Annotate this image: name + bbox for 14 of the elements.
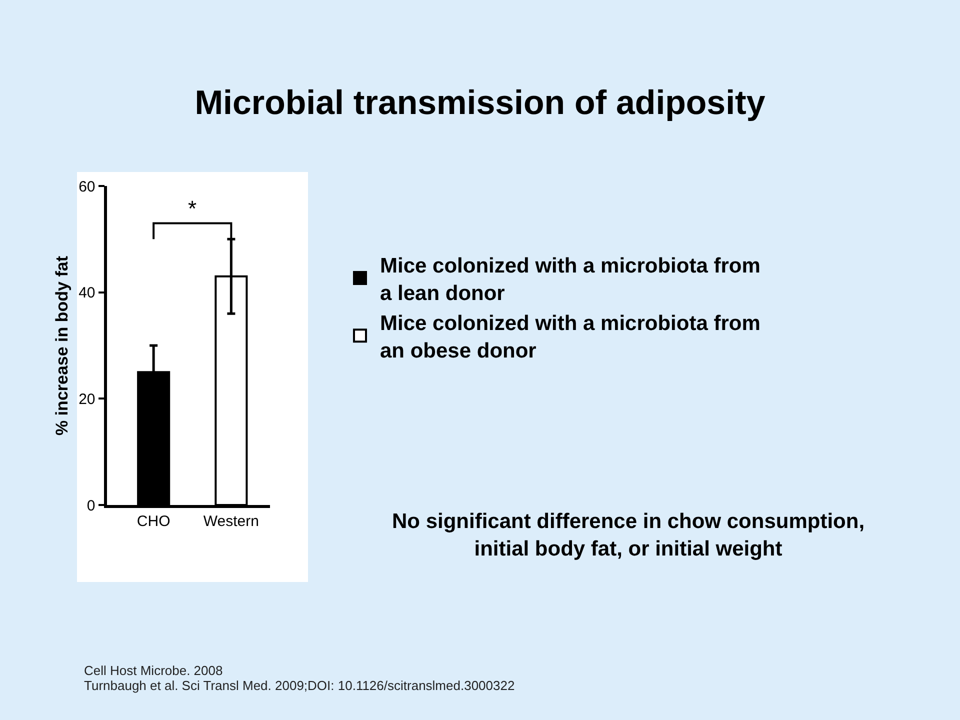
- legend-label: Mice colonized with a microbiota from an obese donor: [380, 312, 760, 362]
- y-tick-label: 20: [78, 390, 96, 408]
- annotation: *: [188, 196, 197, 221]
- y-axis-title: % increase in body fat: [52, 256, 72, 436]
- text: Cell Host Microbe. 2008: [84, 663, 223, 678]
- y-tick-label: 40: [78, 284, 96, 302]
- text: Microbial transmission of adiposity: [194, 84, 766, 122]
- legend-label: Mice colonized with a microbiota from a lean donor: [380, 254, 760, 305]
- y-tick-label: 0: [86, 497, 96, 514]
- y-tick-label: 60: [78, 178, 96, 196]
- x-tick-label: CHO: [136, 512, 170, 530]
- text: No significant difference in chow consumption, initial body fat, or initial weight: [392, 510, 865, 560]
- x-tick-label: Western: [203, 512, 259, 530]
- text: Turnbaugh et al. Sci Transl Med. 2009;DOI: 10.1126/scitranslmed.3000322: [84, 678, 515, 693]
